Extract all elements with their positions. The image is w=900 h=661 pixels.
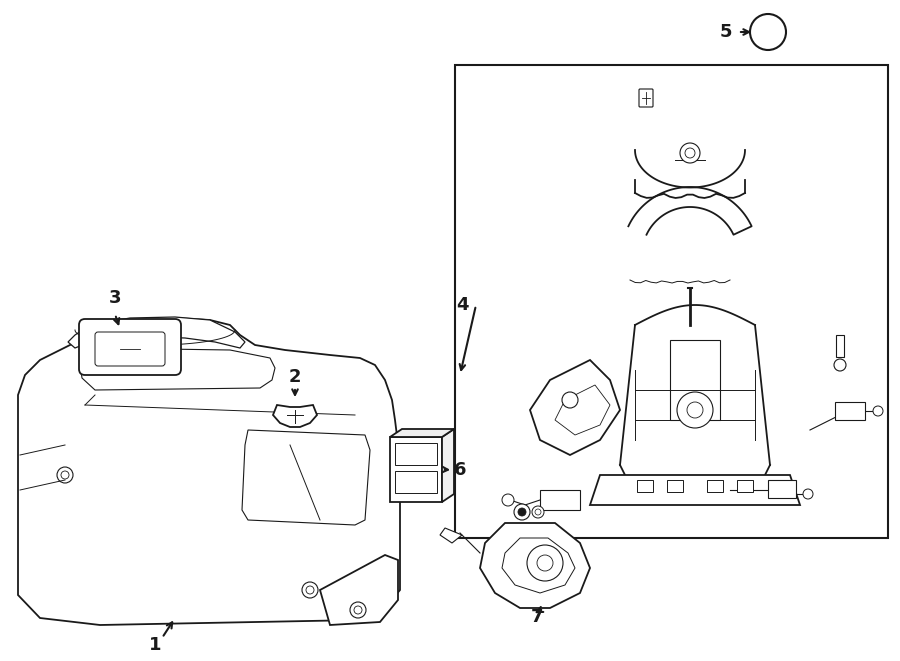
Circle shape [687,402,703,418]
Circle shape [680,143,700,163]
Text: 4: 4 [455,296,468,314]
Bar [455,65,888,538]
Bar [395,471,437,493]
Circle shape [502,494,514,506]
Polygon shape [502,538,575,593]
Polygon shape [242,430,370,525]
Circle shape [350,602,366,618]
Text: 2: 2 [289,368,302,386]
Circle shape [537,555,553,571]
Bar [390,437,442,502]
FancyBboxPatch shape [639,89,653,107]
Bar [707,480,723,492]
Circle shape [535,509,541,515]
Bar [667,480,683,492]
Polygon shape [555,385,610,435]
Polygon shape [620,305,770,485]
Polygon shape [18,318,400,625]
Polygon shape [635,150,745,199]
Bar [637,480,653,492]
Polygon shape [320,555,398,625]
Bar [540,490,580,510]
Bar [768,480,796,498]
Polygon shape [68,317,245,348]
Text: 6: 6 [454,461,466,479]
FancyBboxPatch shape [95,332,165,366]
FancyBboxPatch shape [79,319,181,375]
Circle shape [562,392,578,408]
Bar [835,402,865,420]
Text: 7: 7 [531,608,544,626]
Polygon shape [80,348,275,390]
Circle shape [302,582,318,598]
Polygon shape [440,528,462,543]
Circle shape [532,506,544,518]
Circle shape [803,489,813,499]
Circle shape [873,406,883,416]
Bar [670,340,720,420]
Polygon shape [628,187,752,235]
Circle shape [514,504,530,520]
Circle shape [750,14,786,50]
Polygon shape [442,429,454,502]
Polygon shape [273,405,317,427]
Circle shape [677,392,713,428]
Circle shape [61,471,69,479]
Circle shape [834,359,846,371]
Circle shape [518,508,526,516]
Circle shape [306,586,314,594]
Circle shape [354,606,362,614]
Polygon shape [530,360,620,455]
Polygon shape [390,429,454,437]
Circle shape [57,467,73,483]
Text: 5: 5 [720,23,733,41]
Polygon shape [480,523,590,608]
Bar [395,443,437,465]
Text: 3: 3 [109,289,122,307]
Circle shape [527,545,563,581]
Text: 1: 1 [148,636,161,654]
Bar [836,335,844,357]
Polygon shape [590,475,800,505]
Circle shape [685,148,695,158]
Bar [737,480,753,492]
